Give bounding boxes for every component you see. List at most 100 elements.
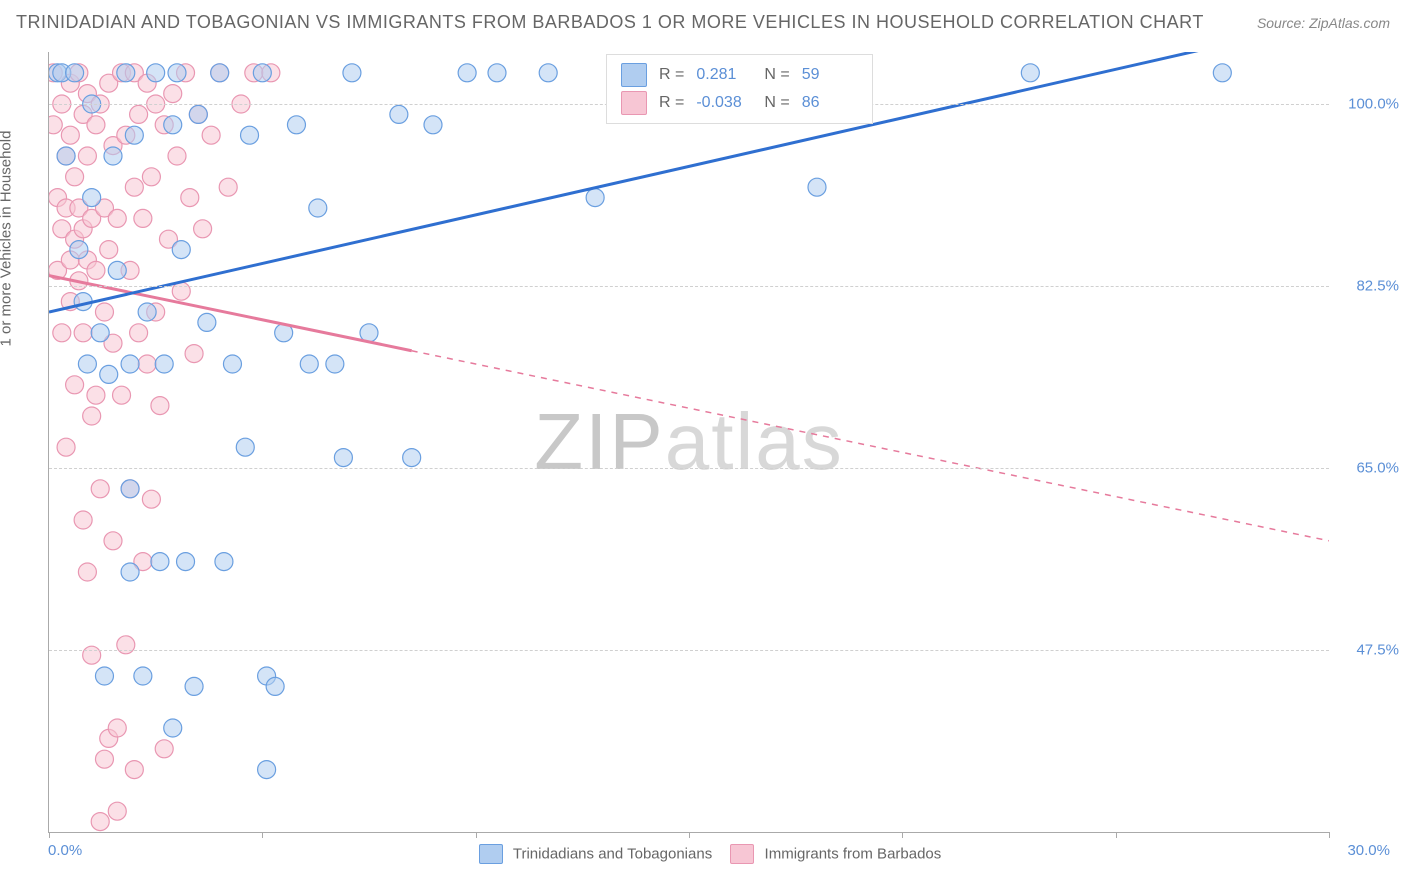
data-point: [189, 105, 207, 123]
data-point: [181, 189, 199, 207]
data-point: [142, 490, 160, 508]
data-point: [134, 209, 152, 227]
data-point: [121, 563, 139, 581]
data-point: [326, 355, 344, 373]
bottom-legend: Trinidadians and Tobagonians Immigrants …: [0, 844, 1406, 864]
data-point: [168, 147, 186, 165]
data-point: [83, 407, 101, 425]
data-point: [70, 241, 88, 259]
data-point: [100, 365, 118, 383]
data-point: [219, 178, 237, 196]
stats-swatch-series2: [621, 91, 647, 115]
data-point: [83, 189, 101, 207]
data-point: [91, 813, 109, 831]
x-tick: [476, 832, 477, 838]
legend-swatch-series2: [730, 844, 754, 864]
data-point: [87, 261, 105, 279]
y-tick-label: 82.5%: [1339, 278, 1399, 295]
data-point: [164, 719, 182, 737]
data-point: [108, 209, 126, 227]
stats-r-label-1: R =: [659, 66, 684, 84]
data-point: [113, 386, 131, 404]
data-point: [151, 397, 169, 415]
data-point: [258, 761, 276, 779]
data-point: [78, 355, 96, 373]
data-point: [95, 750, 113, 768]
trend-series2-dashed: [412, 351, 1329, 541]
data-point: [57, 438, 75, 456]
stats-box: R = 0.281 N = 59 R = -0.038 N = 86: [606, 54, 873, 124]
data-point: [164, 116, 182, 134]
data-point: [211, 64, 229, 82]
gridline: [49, 468, 1329, 469]
chart-title: TRINIDADIAN AND TOBAGONIAN VS IMMIGRANTS…: [16, 12, 1204, 33]
stats-r-value-2: -0.038: [696, 94, 752, 112]
data-point: [83, 646, 101, 664]
data-point: [117, 64, 135, 82]
stats-r-label-2: R =: [659, 94, 684, 112]
data-point: [309, 199, 327, 217]
data-point: [78, 563, 96, 581]
data-point: [134, 667, 152, 685]
data-point: [138, 303, 156, 321]
gridline: [49, 650, 1329, 651]
data-point: [125, 126, 143, 144]
data-point: [300, 355, 318, 373]
data-point: [100, 241, 118, 259]
data-point: [121, 355, 139, 373]
data-point: [177, 553, 195, 571]
data-point: [202, 126, 220, 144]
data-point: [78, 147, 96, 165]
data-point: [142, 168, 160, 186]
data-point: [586, 189, 604, 207]
data-point: [104, 532, 122, 550]
data-point: [253, 64, 271, 82]
data-point: [104, 147, 122, 165]
chart-svg: [49, 52, 1329, 832]
data-point: [164, 85, 182, 103]
data-point: [66, 168, 84, 186]
data-point: [390, 105, 408, 123]
stats-swatch-series1: [621, 63, 647, 87]
data-point: [185, 677, 203, 695]
data-point: [87, 386, 105, 404]
data-point: [155, 740, 173, 758]
data-point: [172, 241, 190, 259]
data-point: [403, 449, 421, 467]
x-tick: [1116, 832, 1117, 838]
data-point: [172, 282, 190, 300]
data-point: [488, 64, 506, 82]
data-point: [1021, 64, 1039, 82]
data-point: [66, 376, 84, 394]
stats-row-series1: R = 0.281 N = 59: [621, 61, 858, 89]
data-point: [266, 677, 284, 695]
data-point: [95, 667, 113, 685]
y-tick-label: 47.5%: [1339, 642, 1399, 659]
data-point: [108, 719, 126, 737]
gridline: [49, 286, 1329, 287]
data-point: [287, 116, 305, 134]
stats-n-label-2: N =: [764, 94, 789, 112]
x-tick: [689, 832, 690, 838]
legend-label-series1: Trinidadians and Tobagonians: [513, 846, 712, 863]
x-tick: [1329, 832, 1330, 838]
data-point: [49, 116, 62, 134]
data-point: [1213, 64, 1231, 82]
data-point: [185, 345, 203, 363]
chart-header: TRINIDADIAN AND TOBAGONIAN VS IMMIGRANTS…: [16, 12, 1390, 33]
chart-source: Source: ZipAtlas.com: [1257, 15, 1390, 31]
data-point: [74, 324, 92, 342]
data-point: [539, 64, 557, 82]
data-point: [125, 178, 143, 196]
legend-label-series2: Immigrants from Barbados: [765, 846, 942, 863]
y-axis-label: 1 or more Vehicles in Household: [0, 131, 15, 347]
data-point: [458, 64, 476, 82]
data-point: [236, 438, 254, 456]
x-tick: [262, 832, 263, 838]
data-point: [121, 480, 139, 498]
data-point: [424, 116, 442, 134]
stats-r-value-1: 0.281: [696, 66, 752, 84]
plot-area: ZIPatlas 47.5%65.0%82.5%100.0%: [48, 52, 1329, 833]
data-point: [87, 116, 105, 134]
y-tick-label: 100.0%: [1339, 96, 1399, 113]
